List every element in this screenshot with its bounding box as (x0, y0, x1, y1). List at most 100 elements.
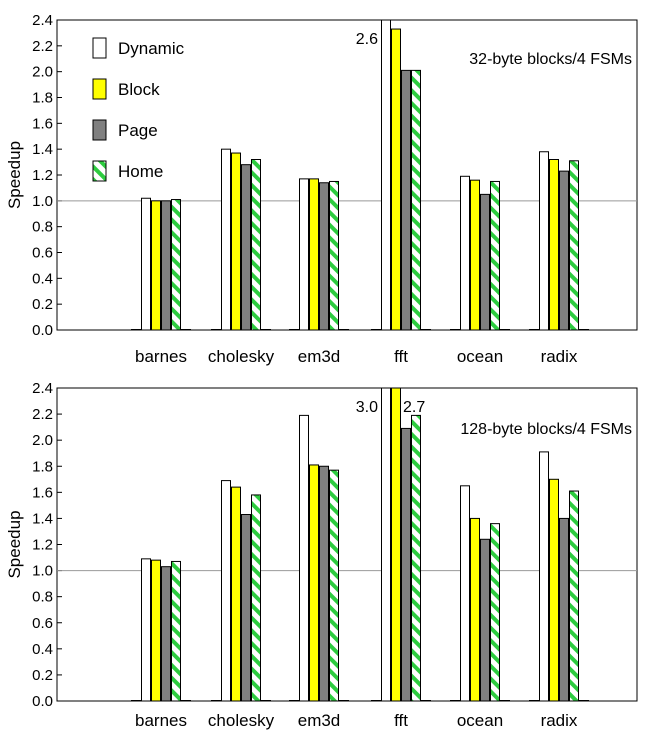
category-label-fft: fft (394, 347, 408, 366)
y-tick-label: 1.6 (32, 115, 53, 132)
bar-barnes-page (161, 200, 171, 331)
bar-radix-dynamic (539, 451, 549, 702)
y-tick-label: 0.2 (32, 296, 53, 313)
bar-cholesky-page (241, 514, 251, 702)
bar-em3d-home (329, 469, 339, 702)
bar-ocean-dynamic (460, 485, 470, 702)
bar-radix-page (559, 517, 569, 702)
y-tick-label: 0.2 (32, 667, 53, 684)
y-tick-label: 0.6 (32, 615, 53, 632)
bar-ocean-page (480, 193, 490, 331)
bar-fft-page (401, 427, 411, 702)
bar-radix-page (559, 170, 569, 331)
legend-swatch-block (92, 78, 107, 100)
bar-radix-block (549, 159, 559, 331)
bar-em3d-page (319, 182, 329, 331)
bar-barnes-dynamic (141, 197, 151, 331)
bar-barnes-block (151, 559, 161, 702)
y-tick-label: 0.4 (32, 641, 53, 658)
bar-fft-block (391, 28, 401, 331)
category-label-cholesky: cholesky (208, 711, 275, 730)
bar-fft-dynamic (381, 387, 391, 702)
category-label-em3d: em3d (298, 711, 341, 730)
bar-ocean-home (490, 180, 500, 331)
y-tick-label: 1.0 (32, 563, 53, 580)
y-tick-label: 1.4 (32, 510, 53, 527)
category-label-ocean: ocean (457, 711, 503, 730)
bar-barnes-home (171, 560, 181, 702)
y-tick-label: 1.2 (32, 167, 53, 184)
category-label-barnes: barnes (135, 347, 187, 366)
y-tick-label: 0.8 (32, 219, 53, 236)
y-tick-label: 2.2 (32, 38, 53, 55)
bar-fft-home (411, 69, 421, 331)
bar-em3d-home (329, 180, 339, 331)
chart-panel-2: 0.0 0.2 0.4 0.6 0.8 1.0 1.2 1.4 1.6 1.8 2.0 2.2 2.4 S… (5, 380, 638, 730)
y-tick-label: 2.0 (32, 64, 53, 81)
legend-label-block: Block (118, 80, 160, 99)
bar-cholesky-block (231, 152, 241, 331)
y-tick-label: 2.0 (32, 432, 53, 449)
category-label-em3d: em3d (298, 347, 341, 366)
legend-swatch-page (92, 119, 107, 141)
y-tick-label: 0.6 (32, 245, 53, 262)
y-tick-label: 1.4 (32, 141, 53, 158)
y-tick-label: 1.8 (32, 90, 53, 107)
y-tick-label: 2.2 (32, 406, 53, 423)
legend-label-page: Page (118, 121, 158, 140)
y-tick-label: 1.2 (32, 537, 53, 554)
bar-barnes-dynamic (141, 558, 151, 702)
chart-title: 128-byte blocks/4 FSMs (460, 421, 632, 438)
category-label-cholesky: cholesky (208, 347, 275, 366)
category-label-radix: radix (541, 347, 578, 366)
bar-radix-block (549, 478, 559, 702)
y-tick-label: 2.4 (32, 12, 53, 29)
bar-cholesky-block (231, 486, 241, 702)
bar-ocean-page (480, 538, 490, 702)
category-label-ocean: ocean (457, 347, 503, 366)
category-label-barnes: barnes (135, 711, 187, 730)
y-tick-label: 0.8 (32, 589, 53, 606)
bar-radix-home (569, 490, 579, 702)
bar-fft-home (411, 414, 421, 702)
y-tick-label: 1.0 (32, 193, 53, 210)
bar-cholesky-home (251, 159, 261, 331)
bar-em3d-page (319, 465, 329, 702)
bar-cholesky-dynamic (221, 148, 231, 331)
bar-cholesky-page (241, 164, 251, 331)
bar-em3d-block (309, 464, 319, 702)
bar-cholesky-home (251, 494, 261, 702)
bar-fft-page (401, 69, 411, 331)
y-tick-label: 2.4 (32, 380, 53, 397)
chart-title: 32-byte blocks/4 FSMs (469, 51, 632, 68)
y-tick-label: 1.6 (32, 484, 53, 501)
y-tick-label: 0.0 (32, 693, 53, 710)
y-tick-label: 0.0 (32, 322, 53, 339)
bar-barnes-home (171, 199, 181, 331)
bar-em3d-dynamic (299, 178, 309, 331)
y-tick-label: 1.8 (32, 458, 53, 475)
bar-ocean-block (470, 179, 480, 331)
legend-swatch-dynamic (92, 37, 107, 59)
bar-ocean-home (490, 523, 500, 702)
legend: Dynamic Block Page Home (92, 37, 185, 182)
bar-fft-dynamic (381, 19, 391, 331)
bar-em3d-block (309, 178, 319, 331)
bar-ocean-dynamic (460, 175, 470, 331)
y-axis-label: Speedup (5, 141, 24, 209)
category-label-radix: radix (541, 711, 578, 730)
legend-label-dynamic: Dynamic (118, 39, 185, 58)
y-axis-label: Speedup (5, 510, 24, 578)
bar-value-label: 3.0 (356, 399, 378, 416)
bar-barnes-block (151, 200, 161, 331)
chart-panel-1: 0.0 0.2 0.4 0.6 0.8 1.0 1.2 1.4 1.6 1.8 2.0 2.2 2.4 S… (5, 12, 638, 366)
bar-ocean-block (470, 517, 480, 702)
bar-em3d-dynamic (299, 414, 309, 702)
bar-fft-block (391, 387, 401, 702)
bar-value-label: 2.6 (356, 31, 378, 48)
category-label-fft: fft (394, 711, 408, 730)
bar-radix-home (569, 160, 579, 331)
bar-value-label: 2.7 (403, 399, 425, 416)
legend-swatch-home (92, 160, 107, 182)
